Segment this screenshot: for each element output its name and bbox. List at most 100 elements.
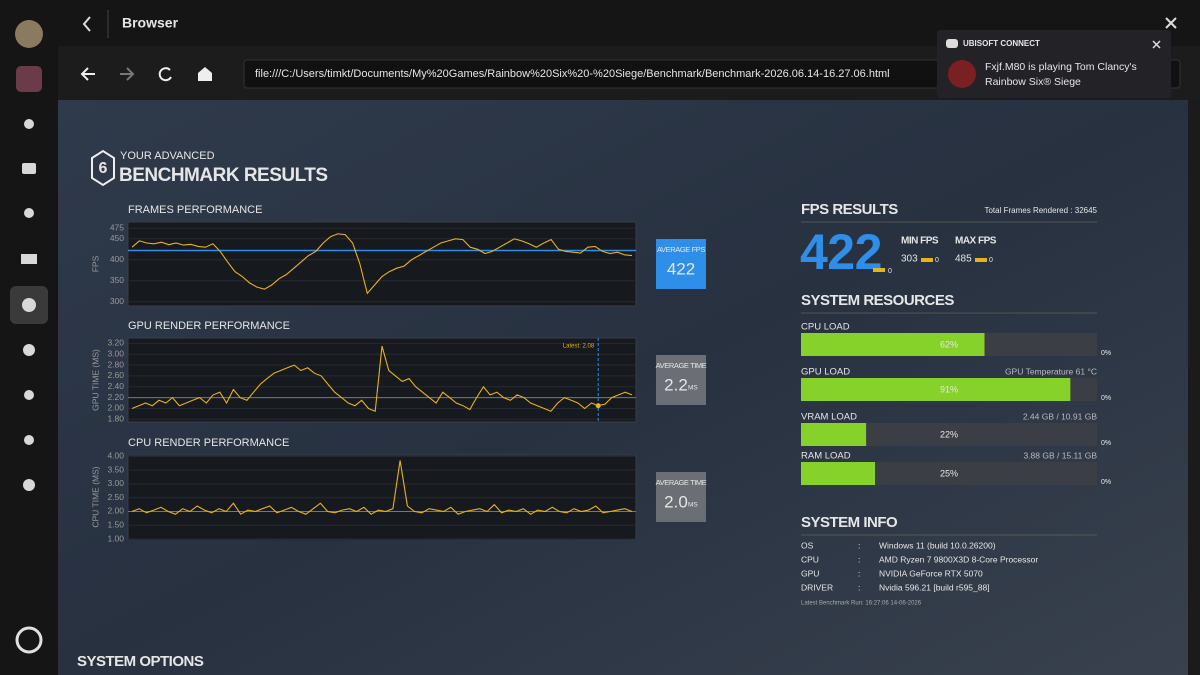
resource-label: VRAM LOAD [801,412,857,423]
rewards-icon[interactable] [23,479,35,491]
y-tick-label: 1.80 [107,414,124,424]
sidebar-icons [10,119,48,654]
notification-message-2: Rainbow Six® Siege [985,76,1081,88]
y-tick-label: 350 [110,275,124,285]
average-title: AVERAGE FPS [657,245,705,254]
average-value: 2.0 [664,492,688,511]
avatar[interactable] [15,20,43,48]
info-cell: : [858,568,860,578]
min-title: MIN FPS [901,236,939,247]
settings-icon[interactable] [23,344,35,356]
y-tick-label: 4.00 [107,451,124,461]
info-cell: DRIVER [801,582,833,592]
delta-bar [873,268,885,272]
resource-floor: 0% [1101,395,1111,402]
y-tick-label: 2.60 [107,370,124,380]
resource-bar [801,378,1071,401]
resource-label: CPU LOAD [801,322,850,333]
window-title: Browser [122,15,179,31]
resource-label: GPU LOAD [801,367,850,378]
delta-bar [921,258,933,262]
info-cell: Nvidia 596.21 [build r595_88] [879,582,990,592]
notification-message-1: Fxjf.M80 is playing Tom Clancy's [985,61,1137,73]
max-value: 485 [955,254,972,265]
y-axis-label: CPU TIME (MS) [90,466,100,527]
resource-detail: 3.88 GB / 15.11 GB [1023,450,1097,460]
notification-brand: UBISOFT CONNECT [963,39,1040,48]
chart-title: GPU RENDER PERFORMANCE [128,320,290,332]
resource-bar [801,423,867,446]
controller-icon [946,39,958,48]
header-title: BENCHMARK RESULTS [119,165,328,186]
info-cell: : [858,582,860,592]
nav-back[interactable] [80,67,95,81]
resource-value: 25% [940,468,958,478]
y-tick-label: 1.50 [107,519,124,529]
average-value: 2.2 [664,375,688,394]
average-badge [656,472,706,522]
info-cell: : [858,554,860,564]
notification-close[interactable] [1152,40,1161,49]
store-icon[interactable] [21,254,37,264]
header-kicker: YOUR ADVANCED [120,150,215,162]
back-button[interactable] [82,16,91,32]
y-tick-label: 400 [110,254,124,264]
info-cell: OS [801,540,814,550]
average-delta: 0 [888,268,892,275]
scrollbar [1188,100,1200,675]
max-title: MAX FPS [955,236,997,247]
resource-floor: 0% [1101,479,1111,486]
info-footer: Latest Benchmark Run: 16:27:06 14-06-202… [801,601,922,607]
resource-floor: 0% [1101,350,1111,357]
friends-icon[interactable] [24,208,34,218]
series-line [131,345,633,412]
max-delta: 0 [989,257,993,264]
resources-title: SYSTEM RESOURCES [801,292,954,309]
chat-icon[interactable] [22,163,36,174]
resource-track [801,423,1097,446]
latest-point [595,403,601,409]
y-tick-label: 2.50 [107,492,124,502]
average-unit: MS [688,385,698,392]
average-title: AVERAGE TIME [656,478,707,487]
y-tick-label: 450 [110,233,124,243]
info-cell: : [858,540,860,550]
info-cell: CPU [801,554,819,564]
average-badge [656,355,706,405]
info-title: SYSTEM INFO [801,514,898,531]
nav-reload[interactable] [158,67,172,82]
info-cell: AMD Ryzen 7 9800X3D 8-Core Processor [879,554,1038,564]
nav-home[interactable] [198,67,212,81]
series-line [131,460,633,515]
notification[interactable] [937,30,1171,98]
y-tick-label: 2.40 [107,381,124,391]
account-icon[interactable] [24,435,34,445]
game-icon[interactable] [16,66,42,92]
y-axis-label: FPS [90,255,100,272]
logo-shield [91,149,115,187]
y-tick-label: 3.50 [107,464,124,474]
plot-area [127,221,637,307]
ubisoft-logo[interactable] [15,626,43,654]
resource-bar [801,462,875,485]
resource-floor: 0% [1101,440,1111,447]
info-cell: NVIDIA GeForce RTX 5070 [879,568,983,578]
logo-text: 6 [99,160,108,177]
browser-icon[interactable] [22,298,36,312]
min-delta: 0 [935,257,939,264]
y-tick-label: 300 [110,296,124,306]
info-cell: Windows 11 (build 10.0.26200) [879,540,996,550]
y-tick-label: 2.80 [107,359,124,369]
search-icon[interactable] [24,390,34,400]
notifications-icon[interactable] [24,119,34,129]
delta-bar [975,258,987,262]
nav-forward[interactable] [120,67,135,81]
min-value: 303 [901,254,918,265]
y-tick-label: 2.00 [107,506,124,516]
y-axis-label: GPU TIME (MS) [90,349,100,411]
average-badge [656,239,706,289]
close-button[interactable] [1165,17,1177,29]
average-value: 422 [667,259,695,278]
resource-detail: 2.44 GB / 10.91 GB [1023,411,1098,421]
